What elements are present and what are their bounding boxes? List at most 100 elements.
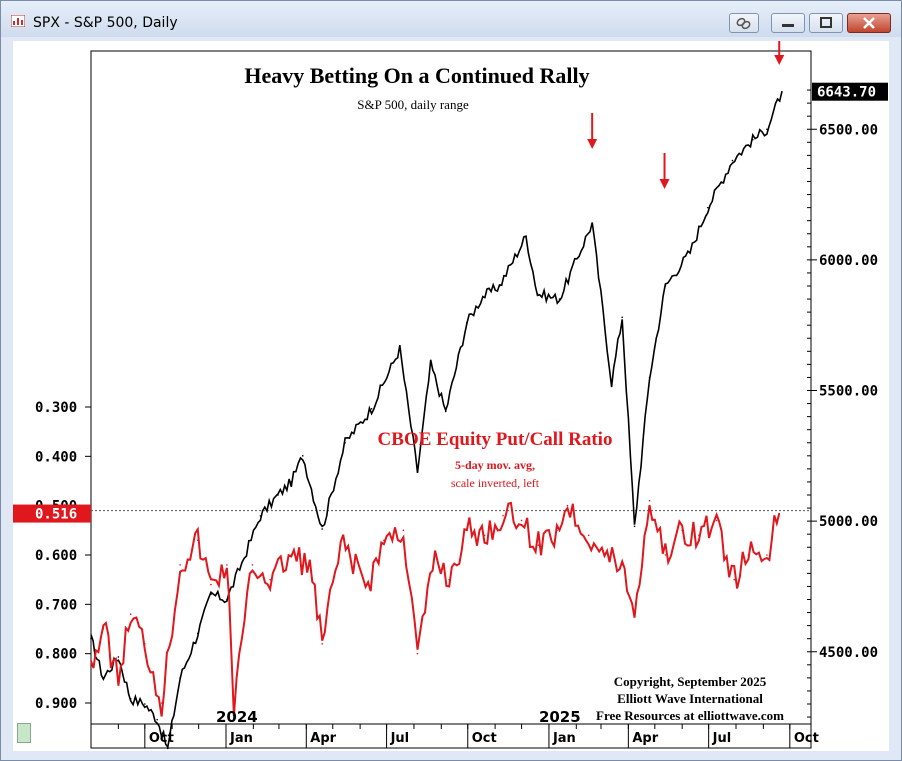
left-tick-label: 0.700 <box>35 597 77 613</box>
putcall-point <box>144 643 146 645</box>
sp500-point <box>664 285 667 287</box>
putcall-point <box>226 564 228 566</box>
window-title: SPX - S&P 500, Daily <box>33 15 178 31</box>
putcall-point <box>448 578 451 581</box>
putcall-line <box>90 501 781 717</box>
putcall-point <box>747 554 750 556</box>
x-tick-label: Oct <box>149 731 174 746</box>
putcall-point <box>502 514 504 517</box>
x-tick-label: Jan <box>552 731 576 746</box>
link-button[interactable] <box>729 13 759 33</box>
putcall-point <box>603 554 606 556</box>
putcall-point <box>102 628 105 630</box>
sp500-point <box>648 376 651 379</box>
sp500-point <box>689 251 691 253</box>
sp500-point <box>610 381 613 384</box>
putcall-point <box>698 534 700 537</box>
putcall-point <box>566 504 569 507</box>
x-tick-label: Oct <box>794 731 819 746</box>
x-tick-label: Jan <box>229 731 253 746</box>
putcall-point <box>160 702 163 704</box>
sp500-point <box>481 295 484 298</box>
minimize-icon <box>782 24 794 27</box>
sp500-point <box>179 677 181 679</box>
putcall-point <box>434 554 436 556</box>
putcall-point <box>733 578 736 581</box>
left-tick-label: 0.600 <box>35 548 77 564</box>
x-tick-label: Apr <box>632 731 658 746</box>
putcall-point <box>466 529 468 532</box>
minimize-button[interactable] <box>771 13 805 33</box>
sp500-point <box>344 441 346 444</box>
sp500-point <box>781 90 783 93</box>
maximize-button[interactable] <box>809 13 843 33</box>
putcall-point <box>269 578 271 581</box>
sp500-point <box>226 598 228 601</box>
putcall-title: CBOE Equity Put/Call Ratio <box>378 429 613 450</box>
right-tick-label: 4500.00 <box>819 645 878 661</box>
sp500-point <box>196 632 199 635</box>
sp500-point <box>416 470 419 473</box>
close-button[interactable] <box>847 13 891 33</box>
sp500-last-box <box>812 82 888 101</box>
sp500-point <box>766 128 768 131</box>
putcall-point <box>339 544 342 546</box>
putcall-point <box>778 512 781 515</box>
sp500-point <box>259 515 262 517</box>
sp500-point <box>241 562 243 564</box>
sp500-point <box>536 293 539 295</box>
right-tick-label: 5000.00 <box>819 514 878 530</box>
putcall-point <box>233 702 235 704</box>
year-label: 2025 <box>539 708 581 726</box>
putcall-point <box>383 539 385 541</box>
sp500-point <box>90 637 92 640</box>
putcall-point <box>621 564 623 566</box>
chart-svg: 4500.00 5000.00 5500.00 6000.00 6500.00 0.300… <box>13 41 888 750</box>
right-tick-label: 5500.00 <box>819 384 878 400</box>
maximize-icon <box>820 17 832 28</box>
chart-area: 4500.00 5000.00 5500.00 6000.00 6500.00 0.300… <box>13 41 889 751</box>
sp500-point <box>399 347 401 350</box>
sp500-point <box>102 677 105 679</box>
putcall-point <box>367 583 369 586</box>
putcall-point <box>766 554 768 556</box>
year-label: 2024 <box>216 708 258 726</box>
red-arrow-head <box>774 55 785 65</box>
sp500-line <box>90 91 783 749</box>
putcall-note-1: 5-day mov. avg, <box>455 458 535 472</box>
chart-subtitle: S&P 500, daily range <box>357 97 469 112</box>
sp500-point <box>166 747 169 750</box>
sp500-point <box>558 298 561 300</box>
sp500-point <box>290 481 293 483</box>
copyright-line: Elliott Wave International <box>617 691 763 706</box>
copyright-line: Copyright, September 2025 <box>614 674 767 689</box>
putcall-point <box>633 613 636 615</box>
putcall-last-value: 0.516 <box>35 507 77 523</box>
putcall-point <box>681 529 683 532</box>
sp500-point <box>156 718 158 721</box>
putcall-point <box>90 662 92 665</box>
putcall-point <box>129 613 132 615</box>
sp500-point <box>301 455 304 457</box>
putcall-point <box>520 519 523 522</box>
sp500-point <box>706 206 709 209</box>
link-icon <box>736 17 751 30</box>
red-arrow-head <box>587 139 598 149</box>
left-tick-label: 0.900 <box>35 696 77 712</box>
sp500-point <box>621 316 623 319</box>
sp500-point <box>277 494 279 496</box>
sp500-point <box>117 656 120 658</box>
right-tick-label: 6000.00 <box>819 253 878 269</box>
copyright-line: Free Resources at elliottwave.com <box>596 708 784 723</box>
close-icon <box>863 17 875 29</box>
title-bar[interactable]: SPX - S&P 500, Daily <box>1 1 901 37</box>
panel-swatch[interactable] <box>17 723 31 743</box>
left-tick-label: 0.300 <box>35 400 77 416</box>
sp500-point <box>633 525 636 528</box>
chart-title: Heavy Betting On a Continued Rally <box>244 63 589 88</box>
chart-app-icon <box>11 15 25 27</box>
left-tick-label: 0.400 <box>35 449 77 465</box>
x-tick-label: Oct <box>472 731 497 746</box>
sp500-point <box>444 410 447 413</box>
putcall-point <box>309 564 311 566</box>
